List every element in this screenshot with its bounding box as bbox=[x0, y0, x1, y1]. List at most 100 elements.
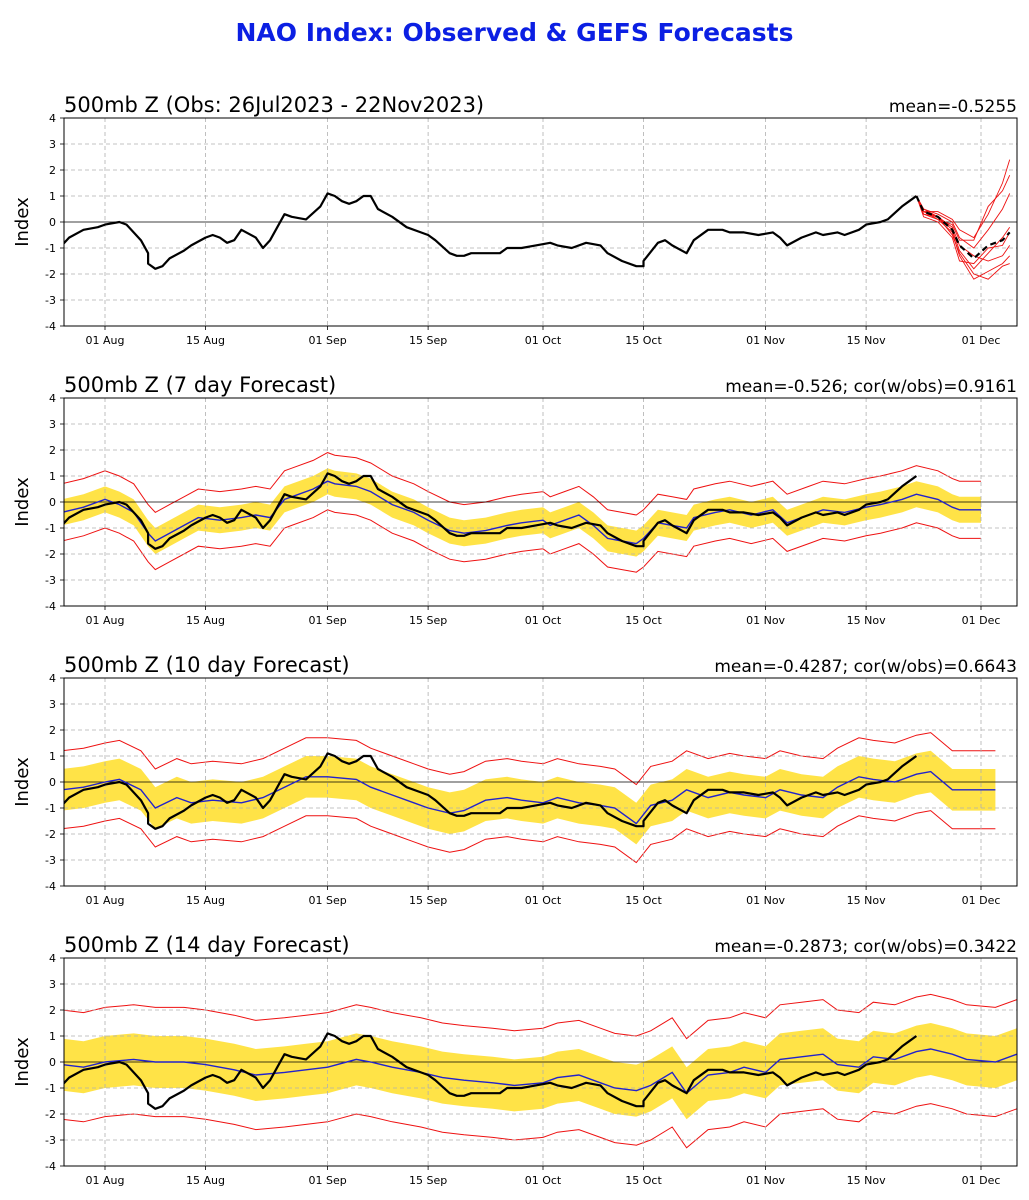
member-forecast-line bbox=[915, 195, 1011, 265]
member-forecast-line bbox=[915, 195, 1011, 280]
observed-line bbox=[64, 752, 918, 830]
y-tick-label: 3 bbox=[49, 698, 56, 711]
y-tick-label: 1 bbox=[49, 190, 56, 203]
panel-2: 500mb Z (7 day Forecast) mean=-0.526; co… bbox=[12, 373, 1018, 627]
observed-line bbox=[64, 1032, 918, 1110]
panel-title: 500mb Z (Obs: 26Jul2023 - 22Nov2023) bbox=[64, 93, 484, 117]
x-tick-label: 15 Aug bbox=[186, 894, 225, 907]
panel-1: 500mb Z (Obs: 26Jul2023 - 22Nov2023) mea… bbox=[12, 93, 1018, 347]
y-tick-label: 3 bbox=[49, 138, 56, 151]
panel-title: 500mb Z (7 day Forecast) bbox=[64, 373, 336, 397]
panel-stat: mean=-0.526; cor(w/obs)=0.9161 bbox=[725, 377, 1017, 397]
x-tick-label: 01 Sep bbox=[308, 614, 346, 627]
y-tick-label: 0 bbox=[49, 776, 56, 789]
y-axis-label: Index bbox=[12, 757, 33, 807]
y-tick-label: -2 bbox=[45, 268, 56, 281]
x-tick-label: 01 Aug bbox=[86, 334, 125, 347]
member-forecast-line bbox=[916, 193, 1011, 249]
y-tick-label: -1 bbox=[45, 242, 56, 255]
x-tick-label: 01 Sep bbox=[308, 894, 346, 907]
spread-band bbox=[64, 1023, 1017, 1120]
y-tick-label: 2 bbox=[49, 164, 56, 177]
x-tick-label: 01 Oct bbox=[525, 334, 562, 347]
x-tick-label: 01 Oct bbox=[525, 1174, 562, 1187]
y-axis-label: Index bbox=[12, 477, 33, 527]
y-tick-label: 3 bbox=[49, 418, 56, 431]
x-tick-label: 15 Nov bbox=[847, 334, 886, 347]
x-tick-label: 01 Sep bbox=[308, 334, 346, 347]
y-tick-label: -4 bbox=[45, 1160, 56, 1173]
y-tick-label: -1 bbox=[45, 802, 56, 815]
y-tick-label: -2 bbox=[45, 828, 56, 841]
plot-area bbox=[64, 678, 1017, 886]
x-tick-label: 15 Sep bbox=[409, 614, 447, 627]
x-tick-label: 01 Nov bbox=[746, 614, 785, 627]
y-tick-label: -1 bbox=[45, 522, 56, 535]
spread-band bbox=[64, 750, 996, 845]
x-tick-label: 01 Oct bbox=[525, 894, 562, 907]
y-axis-label: Index bbox=[12, 197, 33, 247]
x-tick-label: 01 Nov bbox=[746, 334, 785, 347]
y-tick-label: 4 bbox=[49, 112, 56, 125]
y-tick-label: -3 bbox=[45, 1134, 56, 1147]
panel-stat: mean=-0.5255 bbox=[889, 97, 1017, 117]
plot-area bbox=[64, 398, 1017, 606]
y-tick-label: 2 bbox=[49, 1004, 56, 1017]
x-tick-label: 01 Nov bbox=[746, 894, 785, 907]
y-tick-label: 2 bbox=[49, 444, 56, 457]
y-tick-label: -1 bbox=[45, 1082, 56, 1095]
y-tick-label: 0 bbox=[49, 216, 56, 229]
y-tick-label: 1 bbox=[49, 750, 56, 763]
panel-title: 500mb Z (10 day Forecast) bbox=[64, 653, 350, 677]
x-tick-label: 15 Nov bbox=[847, 894, 886, 907]
upper-envelope-line bbox=[64, 452, 981, 516]
panel-4: 500mb Z (14 day Forecast) mean=-0.2873; … bbox=[12, 933, 1018, 1187]
observed-line bbox=[64, 472, 918, 550]
panel-stat: mean=-0.2873; cor(w/obs)=0.3422 bbox=[714, 937, 1017, 957]
ensemble-mean-line bbox=[64, 770, 996, 825]
y-tick-label: -3 bbox=[45, 294, 56, 307]
x-tick-label: 15 Sep bbox=[409, 334, 447, 347]
x-tick-label: 15 Aug bbox=[186, 334, 225, 347]
panel-stat: mean=-0.4287; cor(w/obs)=0.6643 bbox=[714, 657, 1017, 677]
x-tick-label: 15 Nov bbox=[847, 1174, 886, 1187]
y-tick-label: -2 bbox=[45, 548, 56, 561]
x-tick-label: 15 Oct bbox=[625, 1174, 662, 1187]
plot-area bbox=[64, 958, 1017, 1166]
y-tick-label: -4 bbox=[45, 880, 56, 893]
y-tick-label: 0 bbox=[49, 1056, 56, 1069]
x-tick-label: 01 Nov bbox=[746, 1174, 785, 1187]
x-tick-label: 15 Aug bbox=[186, 614, 225, 627]
y-tick-label: 2 bbox=[49, 724, 56, 737]
x-tick-label: 15 Nov bbox=[847, 614, 886, 627]
member-forecast-line bbox=[915, 175, 1011, 241]
x-tick-label: 15 Oct bbox=[625, 614, 662, 627]
y-tick-label: -3 bbox=[45, 854, 56, 867]
x-tick-label: 15 Oct bbox=[625, 894, 662, 907]
x-tick-label: 01 Dec bbox=[962, 1174, 1001, 1187]
y-tick-label: 4 bbox=[49, 392, 56, 405]
lower-envelope-line bbox=[64, 1103, 1017, 1149]
x-tick-label: 01 Aug bbox=[86, 614, 125, 627]
x-tick-label: 01 Sep bbox=[308, 1174, 346, 1187]
spread-band bbox=[64, 468, 981, 557]
member-forecast-line bbox=[915, 195, 1010, 280]
member-forecast-line bbox=[916, 195, 1011, 262]
y-tick-label: -4 bbox=[45, 320, 56, 333]
x-tick-label: 15 Aug bbox=[186, 1174, 225, 1187]
y-tick-label: 1 bbox=[49, 1030, 56, 1043]
x-tick-label: 15 Oct bbox=[625, 334, 662, 347]
y-tick-label: -2 bbox=[45, 1108, 56, 1121]
x-tick-label: 01 Dec bbox=[962, 614, 1001, 627]
lower-envelope-line bbox=[64, 509, 981, 573]
plot-area bbox=[64, 118, 1017, 326]
panel-title: 500mb Z (14 day Forecast) bbox=[64, 933, 350, 957]
x-tick-label: 15 Sep bbox=[409, 894, 447, 907]
y-tick-label: 4 bbox=[49, 672, 56, 685]
panel-3: 500mb Z (10 day Forecast) mean=-0.4287; … bbox=[12, 653, 1018, 907]
x-tick-label: 01 Dec bbox=[962, 894, 1001, 907]
y-tick-label: 3 bbox=[49, 978, 56, 991]
x-tick-label: 15 Sep bbox=[409, 1174, 447, 1187]
x-tick-label: 01 Aug bbox=[86, 1174, 125, 1187]
